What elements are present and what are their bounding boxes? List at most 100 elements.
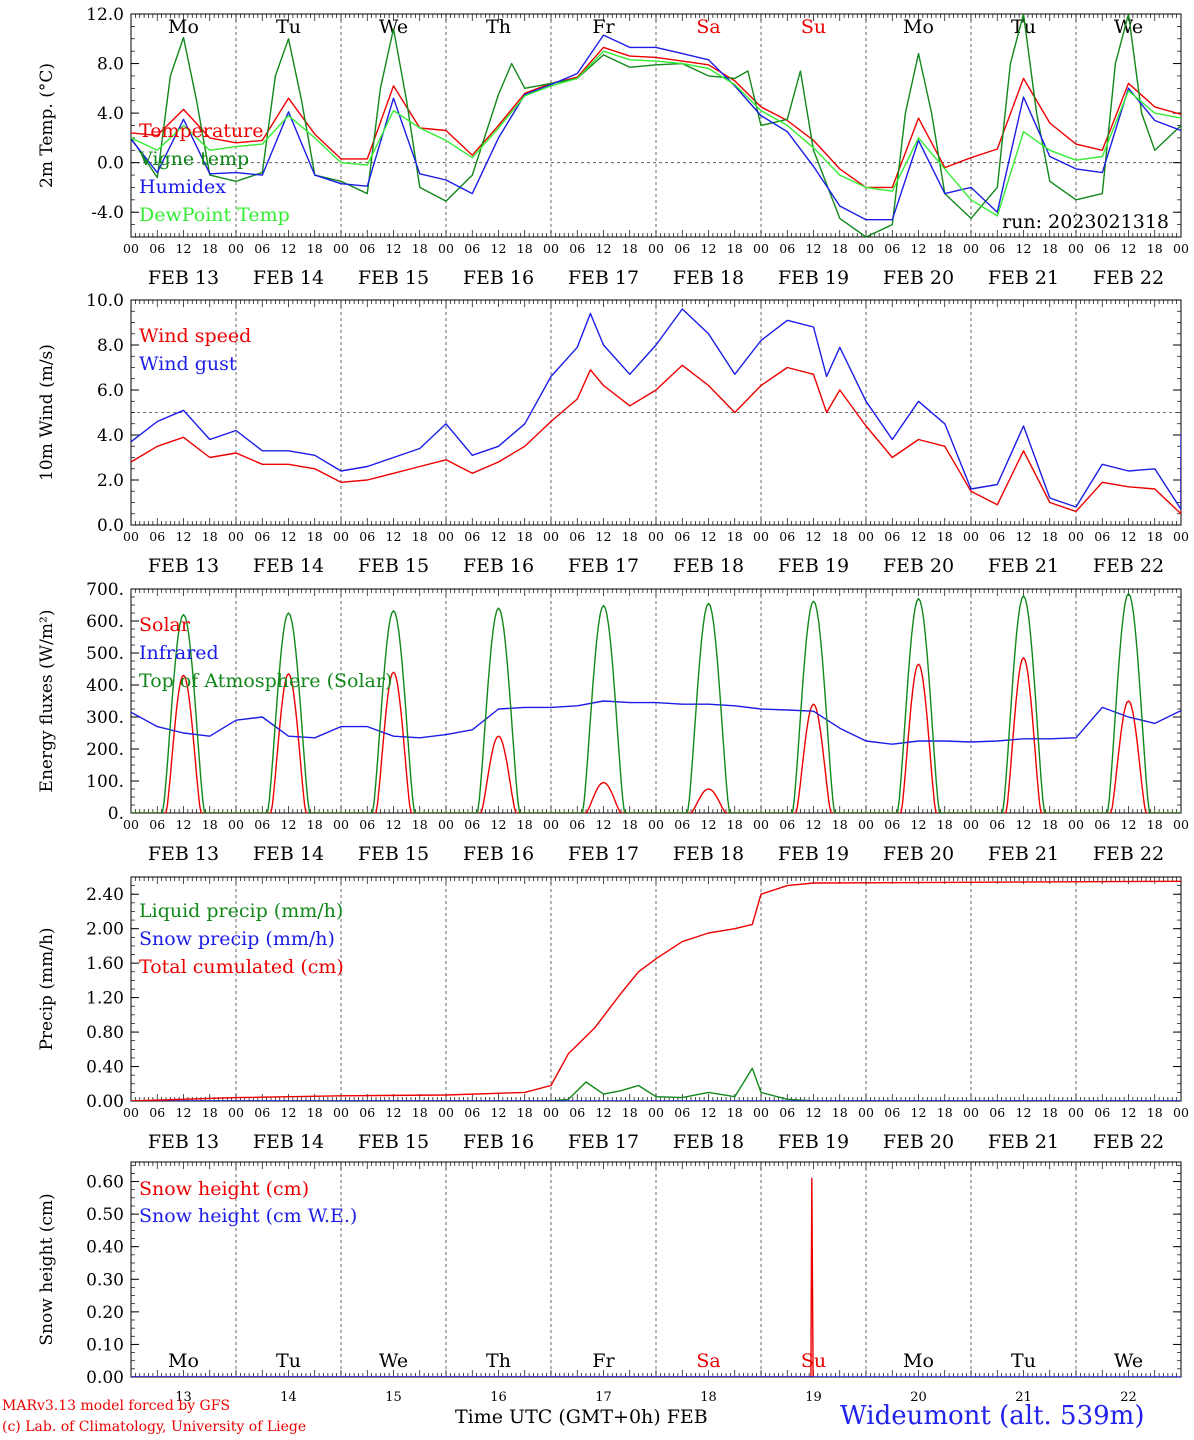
y-tick-label: 500. bbox=[86, 644, 124, 664]
y-tick-label: 0.00 bbox=[86, 1368, 124, 1388]
hour-label: 18 bbox=[202, 1105, 218, 1120]
hour-label: 12 bbox=[911, 817, 927, 832]
series-line-vigne-temp bbox=[131, 14, 1181, 237]
hour-label: 12 bbox=[386, 529, 402, 544]
date-label: FEB 19 bbox=[778, 267, 849, 289]
date-label: FEB 18 bbox=[673, 555, 744, 577]
day-number-label: 15 bbox=[385, 1390, 402, 1405]
hour-label: 00 bbox=[753, 241, 769, 256]
date-label: FEB 16 bbox=[463, 843, 534, 865]
hour-label: 06 bbox=[1094, 529, 1110, 544]
hour-label: 00 bbox=[648, 241, 664, 256]
date-label: FEB 22 bbox=[1093, 555, 1164, 577]
y-tick-label: 1.20 bbox=[86, 989, 124, 1009]
hour-label: 00 bbox=[438, 817, 454, 832]
series-group bbox=[131, 14, 1181, 237]
hour-label: 18 bbox=[517, 817, 533, 832]
hour-label: 18 bbox=[202, 817, 218, 832]
hour-label: 06 bbox=[884, 241, 900, 256]
y-axis-label: 10m Wind (m/s) bbox=[37, 344, 57, 481]
legend-entry: Wind gust bbox=[139, 353, 237, 375]
hour-label: 18 bbox=[517, 1105, 533, 1120]
hour-label: 18 bbox=[832, 1105, 848, 1120]
hour-label: 12 bbox=[281, 241, 297, 256]
hour-label: 06 bbox=[359, 529, 375, 544]
hour-label: 00 bbox=[858, 241, 874, 256]
hour-label: 00 bbox=[963, 817, 979, 832]
day-number-label: 14 bbox=[280, 1390, 297, 1405]
legend-entry: Vigne temp bbox=[138, 148, 249, 170]
y-tick-label: 0.20 bbox=[86, 1303, 124, 1323]
hour-label: 12 bbox=[281, 817, 297, 832]
hour-label: 06 bbox=[989, 529, 1005, 544]
hour-label: 12 bbox=[1016, 1105, 1032, 1120]
series-group bbox=[131, 308, 1181, 515]
hour-label: 00 bbox=[228, 241, 244, 256]
hour-label: 18 bbox=[517, 529, 533, 544]
y-tick-label: -4.0 bbox=[91, 203, 124, 223]
hour-label: 00 bbox=[963, 241, 979, 256]
hour-label: 12 bbox=[1121, 241, 1137, 256]
legend-entry: DewPoint Temp bbox=[139, 204, 290, 226]
hour-label: 06 bbox=[674, 529, 690, 544]
hour-label: 12 bbox=[596, 241, 612, 256]
series-line-liquid-precip-mm-h- bbox=[131, 1067, 1181, 1101]
hour-label: 18 bbox=[622, 529, 638, 544]
y-tick-label: 100. bbox=[86, 772, 124, 792]
hour-label: 12 bbox=[176, 241, 192, 256]
hour-label: 00 bbox=[228, 1105, 244, 1120]
weekday-label: Th bbox=[486, 16, 511, 38]
hour-label: 18 bbox=[622, 817, 638, 832]
hour-label: 18 bbox=[1147, 241, 1163, 256]
date-label: FEB 21 bbox=[988, 267, 1059, 289]
plot-frame bbox=[130, 588, 1182, 814]
hour-label: 00 bbox=[1173, 1105, 1189, 1120]
hour-label: 18 bbox=[1042, 1105, 1058, 1120]
date-label: FEB 18 bbox=[673, 843, 744, 865]
hour-label: 18 bbox=[1042, 817, 1058, 832]
series-line-top-of-atmosphere-solar- bbox=[131, 592, 1181, 813]
hour-label: 18 bbox=[202, 529, 218, 544]
y-tick-label: 2.00 bbox=[86, 920, 124, 940]
date-label: FEB 22 bbox=[1093, 843, 1164, 865]
hour-label: 00 bbox=[543, 1105, 559, 1120]
hour-label: 06 bbox=[674, 817, 690, 832]
hour-label: 06 bbox=[149, 817, 165, 832]
hour-label: 12 bbox=[701, 241, 717, 256]
hour-label: 06 bbox=[569, 1105, 585, 1120]
hour-label: 12 bbox=[176, 529, 192, 544]
hour-label: 00 bbox=[1068, 1105, 1084, 1120]
hour-label: 12 bbox=[491, 1105, 507, 1120]
day-number-label: 19 bbox=[805, 1390, 822, 1405]
weekday-label: We bbox=[379, 16, 408, 38]
hour-label: 00 bbox=[963, 529, 979, 544]
date-label: FEB 13 bbox=[148, 843, 219, 865]
y-tick-label: 10.0 bbox=[86, 291, 124, 311]
y-axis-label: Energy fluxes (W/m²) bbox=[37, 610, 57, 793]
y-tick-label: 6.0 bbox=[97, 381, 124, 401]
hour-label: 00 bbox=[543, 817, 559, 832]
hour-label: 12 bbox=[596, 1105, 612, 1120]
hour-label: 00 bbox=[123, 241, 139, 256]
panel-4: 0.00 0.40 0.80 1.20 1.60 2.00 2.40 Precip (mm/h… bbox=[37, 876, 1189, 1153]
hour-label: 06 bbox=[569, 529, 585, 544]
date-label: FEB 13 bbox=[148, 555, 219, 577]
date-label: FEB 18 bbox=[673, 1131, 744, 1153]
weekday-label: Tu bbox=[1011, 16, 1036, 38]
series-group bbox=[131, 1177, 1181, 1377]
date-label: FEB 16 bbox=[463, 267, 534, 289]
date-label: FEB 22 bbox=[1093, 1131, 1164, 1153]
y-tick-label: 400. bbox=[86, 676, 124, 696]
series-line-wind-speed bbox=[131, 364, 1181, 515]
hour-label: 12 bbox=[1016, 817, 1032, 832]
hour-label: 12 bbox=[176, 817, 192, 832]
hour-label: 12 bbox=[911, 1105, 927, 1120]
hour-label: 06 bbox=[254, 817, 270, 832]
date-label: FEB 20 bbox=[883, 555, 954, 577]
date-label: FEB 14 bbox=[253, 267, 324, 289]
y-tick-label: 0.00 bbox=[86, 1092, 124, 1112]
hour-label: 12 bbox=[1016, 529, 1032, 544]
hour-label: 12 bbox=[1121, 1105, 1137, 1120]
hour-label: 18 bbox=[832, 529, 848, 544]
weekday-label: Sa bbox=[696, 1350, 720, 1372]
